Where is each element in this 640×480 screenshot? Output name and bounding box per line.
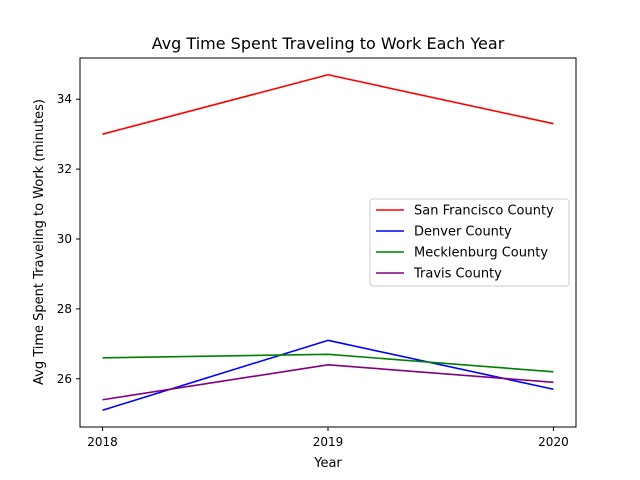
series-group <box>102 73 554 411</box>
x-axis-label: Year <box>313 456 342 471</box>
series-line-san-francisco-county <box>102 73 554 135</box>
legend-label: San Francisco County <box>414 204 554 219</box>
y-tick-label: 32 <box>57 162 72 176</box>
x-tick-label: 2019 <box>313 435 344 449</box>
y-tick-label: 26 <box>57 372 72 386</box>
y-tick-label: 34 <box>57 92 72 106</box>
y-tick-label: 28 <box>57 302 72 316</box>
legend-frame <box>369 198 570 287</box>
x-axis-ticks: 2018 2019 2020 <box>87 427 569 449</box>
y-axis-ticks: 26 28 30 32 34 <box>57 92 80 386</box>
series-line-travis-county <box>102 363 554 401</box>
legend-label: Denver County <box>414 225 512 240</box>
series-line-mecklenburg-county <box>102 353 554 373</box>
legend-label: Travis County <box>413 267 502 282</box>
x-tick-label: 2020 <box>538 435 569 449</box>
y-tick-label: 30 <box>57 232 72 246</box>
series-line-denver-county <box>102 339 554 411</box>
chart-title: Avg Time Spent Traveling to Work Each Ye… <box>152 34 505 53</box>
x-tick-label: 2018 <box>87 435 118 449</box>
y-axis-label: Avg Time Spent Traveling to Work (minute… <box>32 99 47 385</box>
legend: San Francisco County Denver County Mecklen… <box>369 198 570 287</box>
legend-label: Mecklenburg County <box>414 246 548 261</box>
